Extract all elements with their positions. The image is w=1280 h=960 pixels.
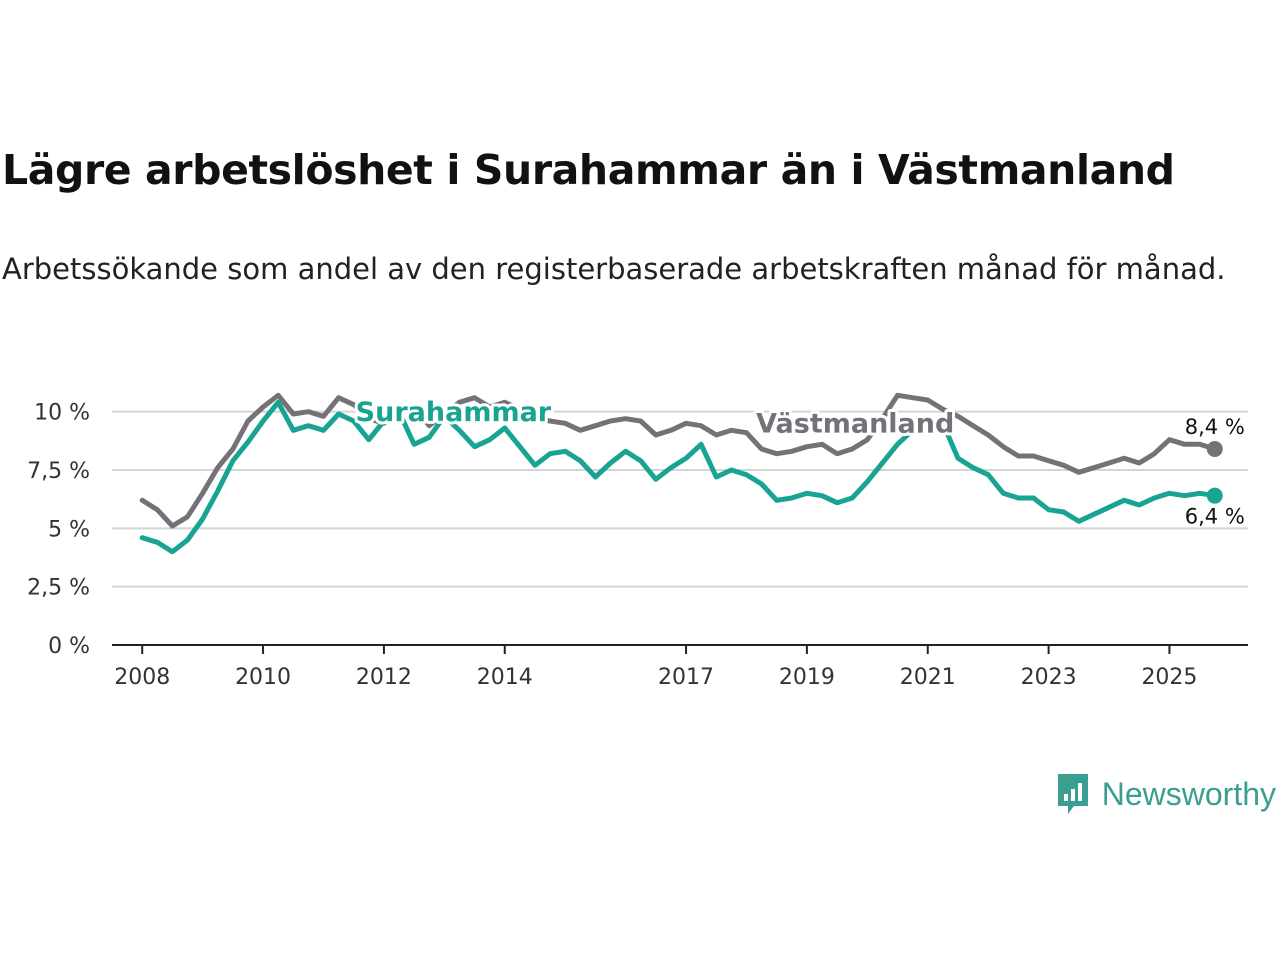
newsworthy-logo[interactable]: Newsworthy	[1056, 772, 1276, 816]
x-tick-label: 2010	[235, 665, 291, 690]
x-tick-label: 2019	[779, 665, 835, 690]
x-tick-label: 2023	[1021, 665, 1077, 690]
gridlines	[112, 410, 1248, 588]
series-line-vastmanland	[139, 392, 1218, 529]
chart-subtitle: Arbetssökande som andel av den registerb…	[2, 252, 1226, 286]
series-line-surahammar	[139, 399, 1218, 555]
series-labels: 8,4 % Västmanland 6,4 % Surahammar	[353, 394, 1245, 529]
newsworthy-logo-icon	[1057, 774, 1088, 814]
end-point-vastmanland	[1206, 441, 1223, 457]
y-axis-ticks: 0 % 2,5 % 5 % 7,5 % 10 %	[27, 401, 90, 659]
x-tick-label: 2017	[658, 665, 714, 690]
x-tick-label: 2012	[356, 665, 412, 690]
end-value-label: 6,4 %	[1185, 505, 1245, 529]
series-name-label: Surahammar	[356, 397, 552, 428]
y-tick-label: 10 %	[34, 401, 90, 426]
x-axis-ticks: 2008 2010 2012 2014 2017 2019 2021 2023 2025	[114, 645, 1197, 690]
series-name-label: Västmanland	[756, 409, 954, 440]
x-tick-label: 2025	[1141, 665, 1197, 690]
y-tick-label: 2,5 %	[27, 576, 90, 601]
y-tick-label: 5 %	[48, 517, 90, 542]
end-point-surahammar	[1206, 487, 1223, 504]
x-tick-label: 2021	[900, 665, 956, 690]
y-tick-label: 0 %	[48, 634, 90, 659]
chart-title: Lägre arbetslöshet i Surahammar än i Väs…	[2, 146, 1175, 194]
x-tick-label: 2008	[114, 665, 170, 690]
series-lines	[139, 392, 1223, 555]
brand-name: Newsworthy	[1101, 775, 1276, 812]
y-tick-label: 7,5 %	[27, 459, 90, 484]
line-chart: 0 % 2,5 % 5 % 7,5 % 10 % 2008 2010 2012 2014 201…	[27, 392, 1248, 690]
x-tick-label: 2014	[477, 665, 533, 690]
end-value-label: 8,4 %	[1185, 415, 1245, 439]
